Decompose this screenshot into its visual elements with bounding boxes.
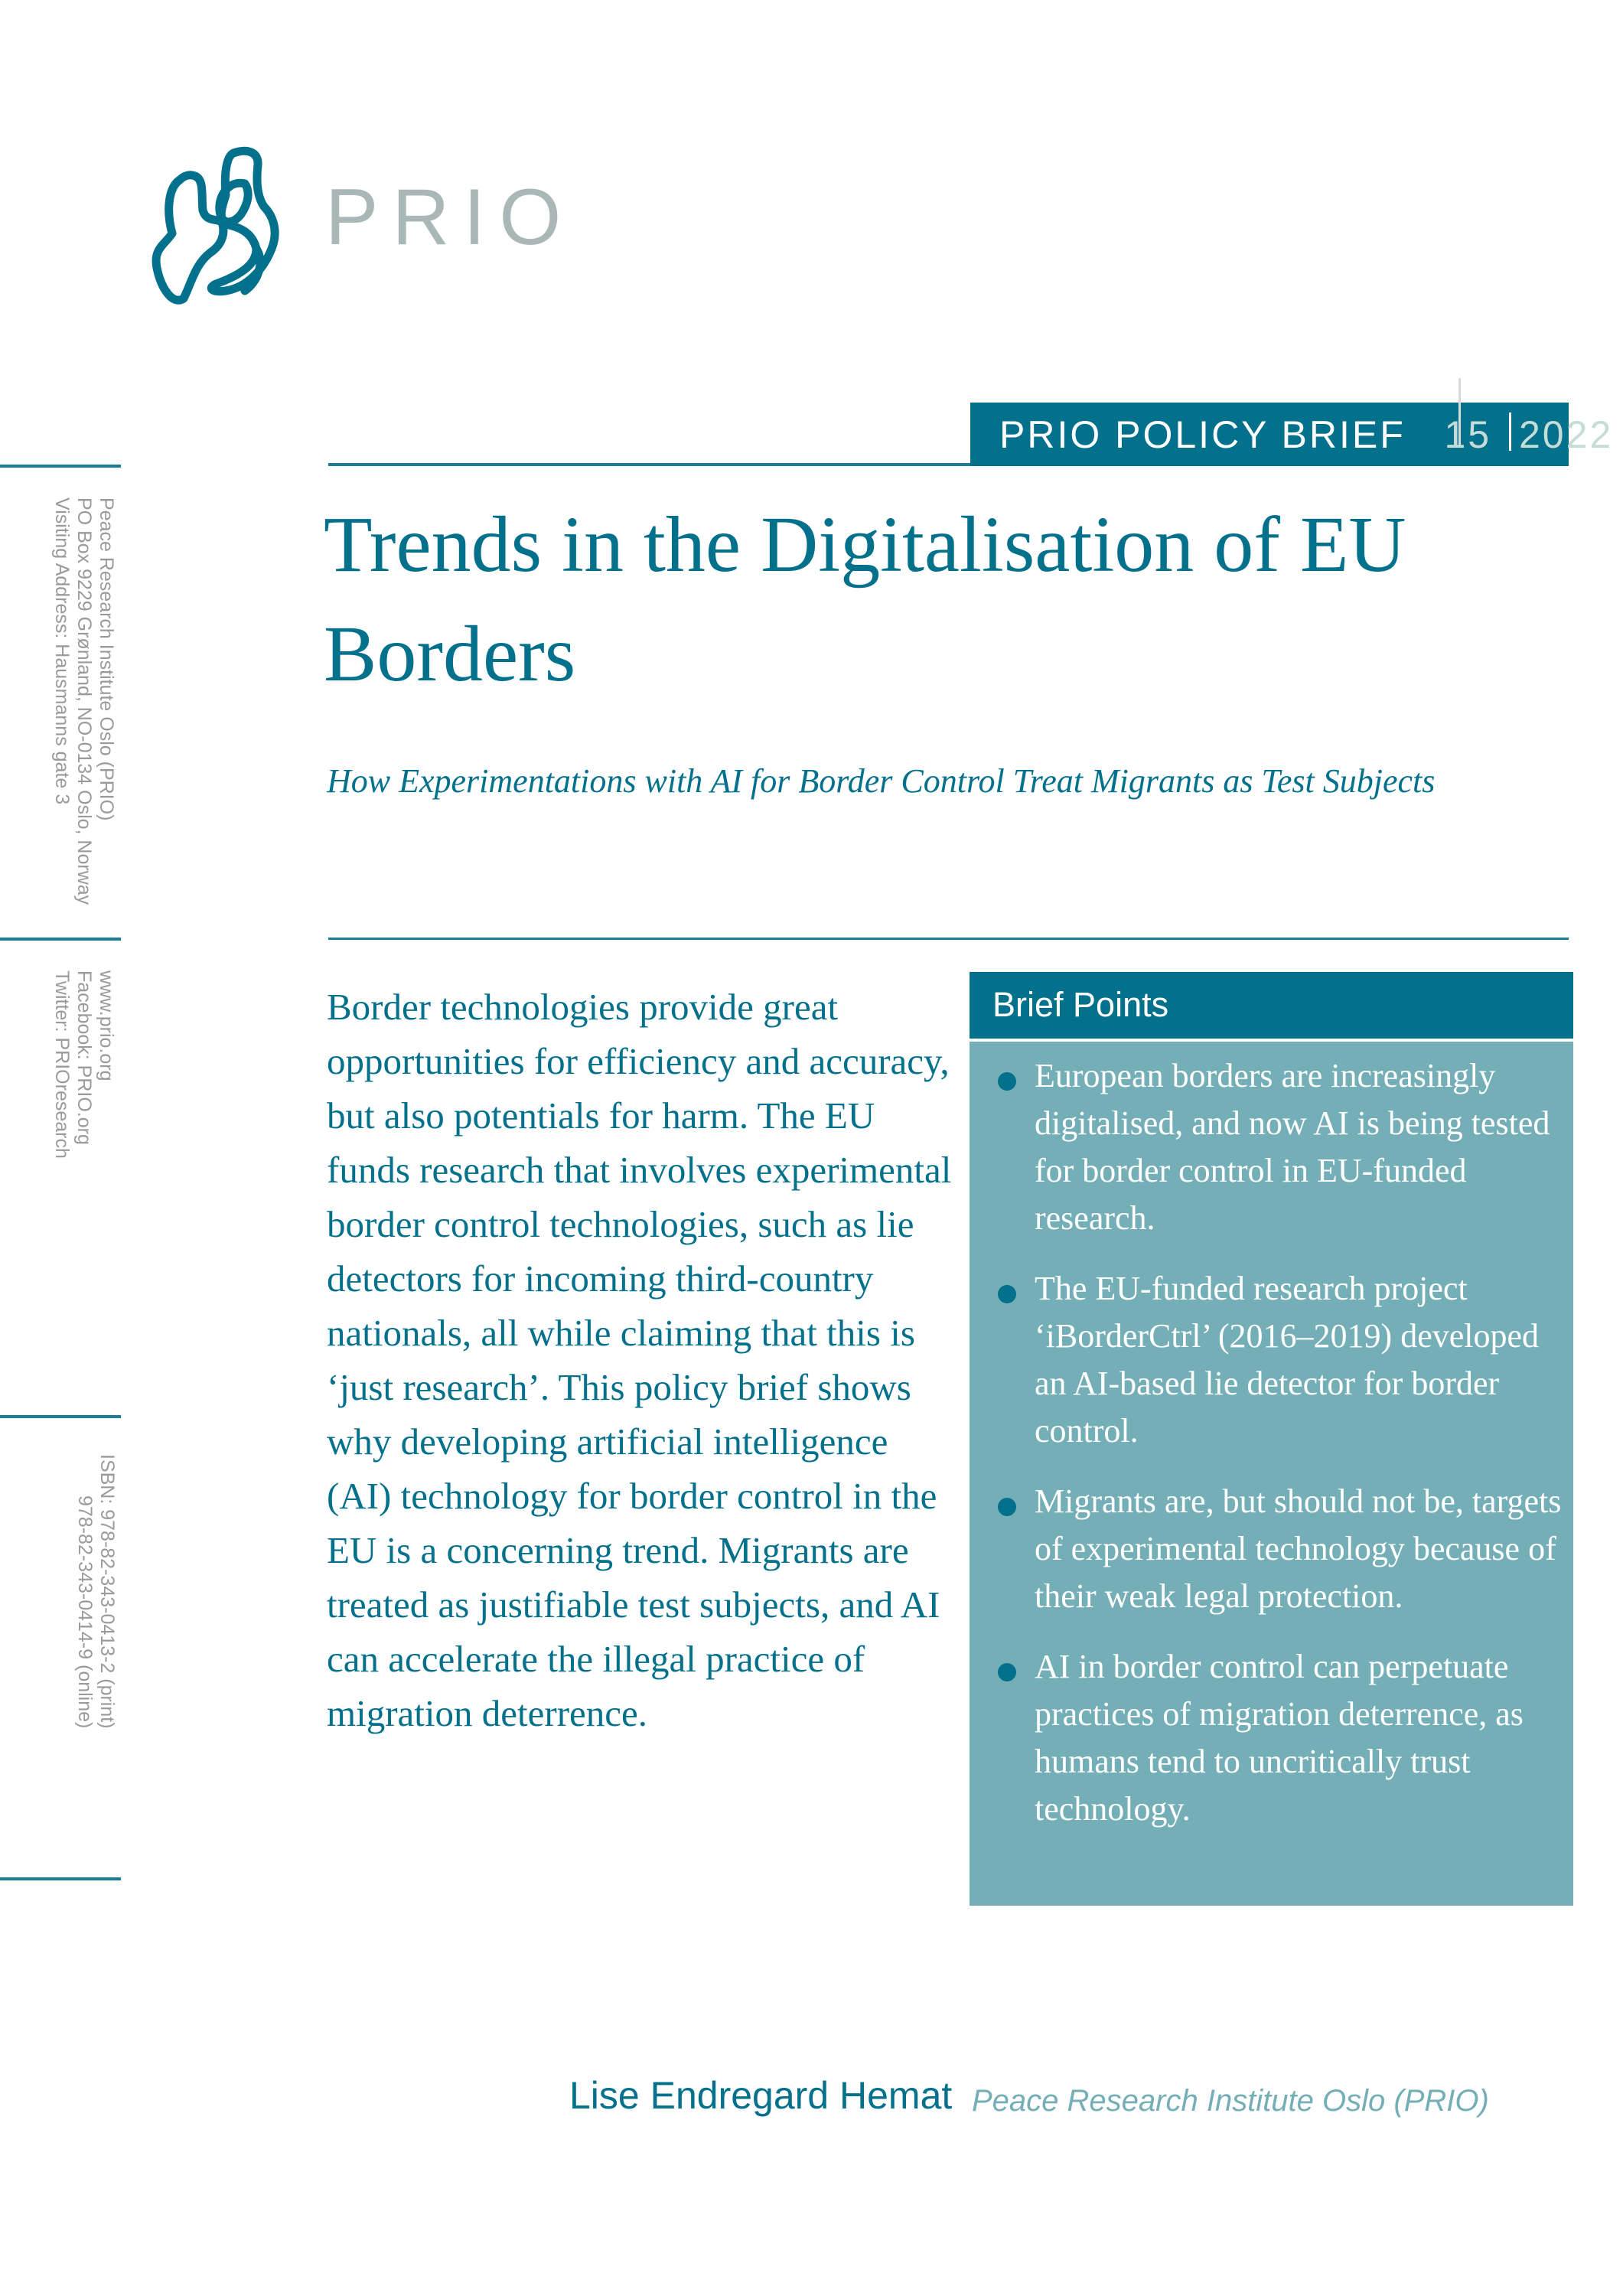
banner-divider-line (1458, 378, 1461, 447)
banner-label: PRIO POLICY BRIEF (999, 413, 1406, 456)
sidebar-address-line: PO Box 9229 Grønland, NO-0134 Oslo, Norw… (73, 497, 95, 905)
brief-points-box (970, 972, 1573, 1906)
sidebar-rule-4 (0, 1877, 121, 1880)
author-affiliation: Peace Research Institute Oslo (PRIO) (972, 2084, 1489, 2118)
brief-points-header (970, 972, 1573, 1042)
author-name: Lise Endregard Hemat (569, 2074, 953, 2117)
isbn-print: ISBN: 978-82-343-0413-2 (print) (96, 1454, 118, 1729)
sidebar-twitter-link[interactable]: Twitter: PRIOresearch (51, 970, 73, 1159)
sidebar-address-line: Visiting Address: Hausmanns gate 3 (51, 497, 73, 805)
banner-text: PRIO POLICY BRIEF 15 2022 (999, 409, 1613, 461)
banner-year: 2022 (1518, 413, 1614, 456)
page-title: Trends in the Digitalisation of EU Borde… (324, 501, 1406, 698)
sidebar-contact: www.prio.org Facebook: PRIO.org Twitter:… (51, 970, 117, 1159)
brief-point-text: The EU-funded research project ‘iBorderC… (1035, 1270, 1540, 1450)
brief-point-text: Migrants are, but should not be, targets… (1035, 1482, 1562, 1615)
isbn-online: 978-82-343-0414-9 (online) (74, 1495, 96, 1729)
sidebar-rule-3 (0, 1415, 121, 1418)
brief-point-text: AI in border control can perpetuate prac… (1035, 1648, 1524, 1828)
bullet-icon (998, 1285, 1016, 1303)
sidebar-rule-2 (0, 938, 121, 941)
brief-points-title: Brief Points (992, 985, 1169, 1024)
issue-year-separator (1508, 413, 1516, 451)
title-divider (328, 938, 1569, 940)
prio-logo: PRIO (149, 134, 562, 310)
sidebar-facebook-link[interactable]: Facebook: PRIO.org (73, 970, 95, 1145)
sidebar-website-link[interactable]: www.prio.org (96, 970, 117, 1081)
bullet-icon (998, 1663, 1016, 1681)
brief-point-text: European borders are increasingly digita… (1035, 1057, 1550, 1237)
prio-wordmark: PRIO (325, 173, 575, 262)
banner-rule (328, 463, 971, 466)
sidebar-address: Peace Research Institute Oslo (PRIO) PO … (51, 497, 117, 905)
brief-point-item: Migrants are, but should not be, targets… (987, 1478, 1569, 1620)
abstract-text: Border technologies provide great opport… (327, 986, 952, 1734)
banner-issue-number: 15 (1444, 413, 1492, 456)
brief-points-list: European borders are increasingly digita… (987, 1052, 1569, 1856)
policy-brief-banner (970, 403, 1569, 466)
bullet-icon (998, 1498, 1016, 1516)
bullet-icon (998, 1072, 1016, 1091)
prio-figures-logo-icon (152, 146, 279, 305)
sidebar-isbn: ISBN: 978-82-343-0413-2 (print) 978-82-3… (73, 1454, 118, 1729)
brief-point-item: European borders are increasingly digita… (987, 1052, 1569, 1242)
sidebar-rule-1 (0, 465, 121, 468)
page-subtitle: How Experimentations with AI for Border … (327, 762, 1436, 800)
sidebar-address-line: Peace Research Institute Oslo (PRIO) (96, 497, 117, 821)
brief-point-item: The EU-funded research project ‘iBorderC… (987, 1265, 1569, 1455)
brief-point-item: AI in border control can perpetuate prac… (987, 1643, 1569, 1833)
